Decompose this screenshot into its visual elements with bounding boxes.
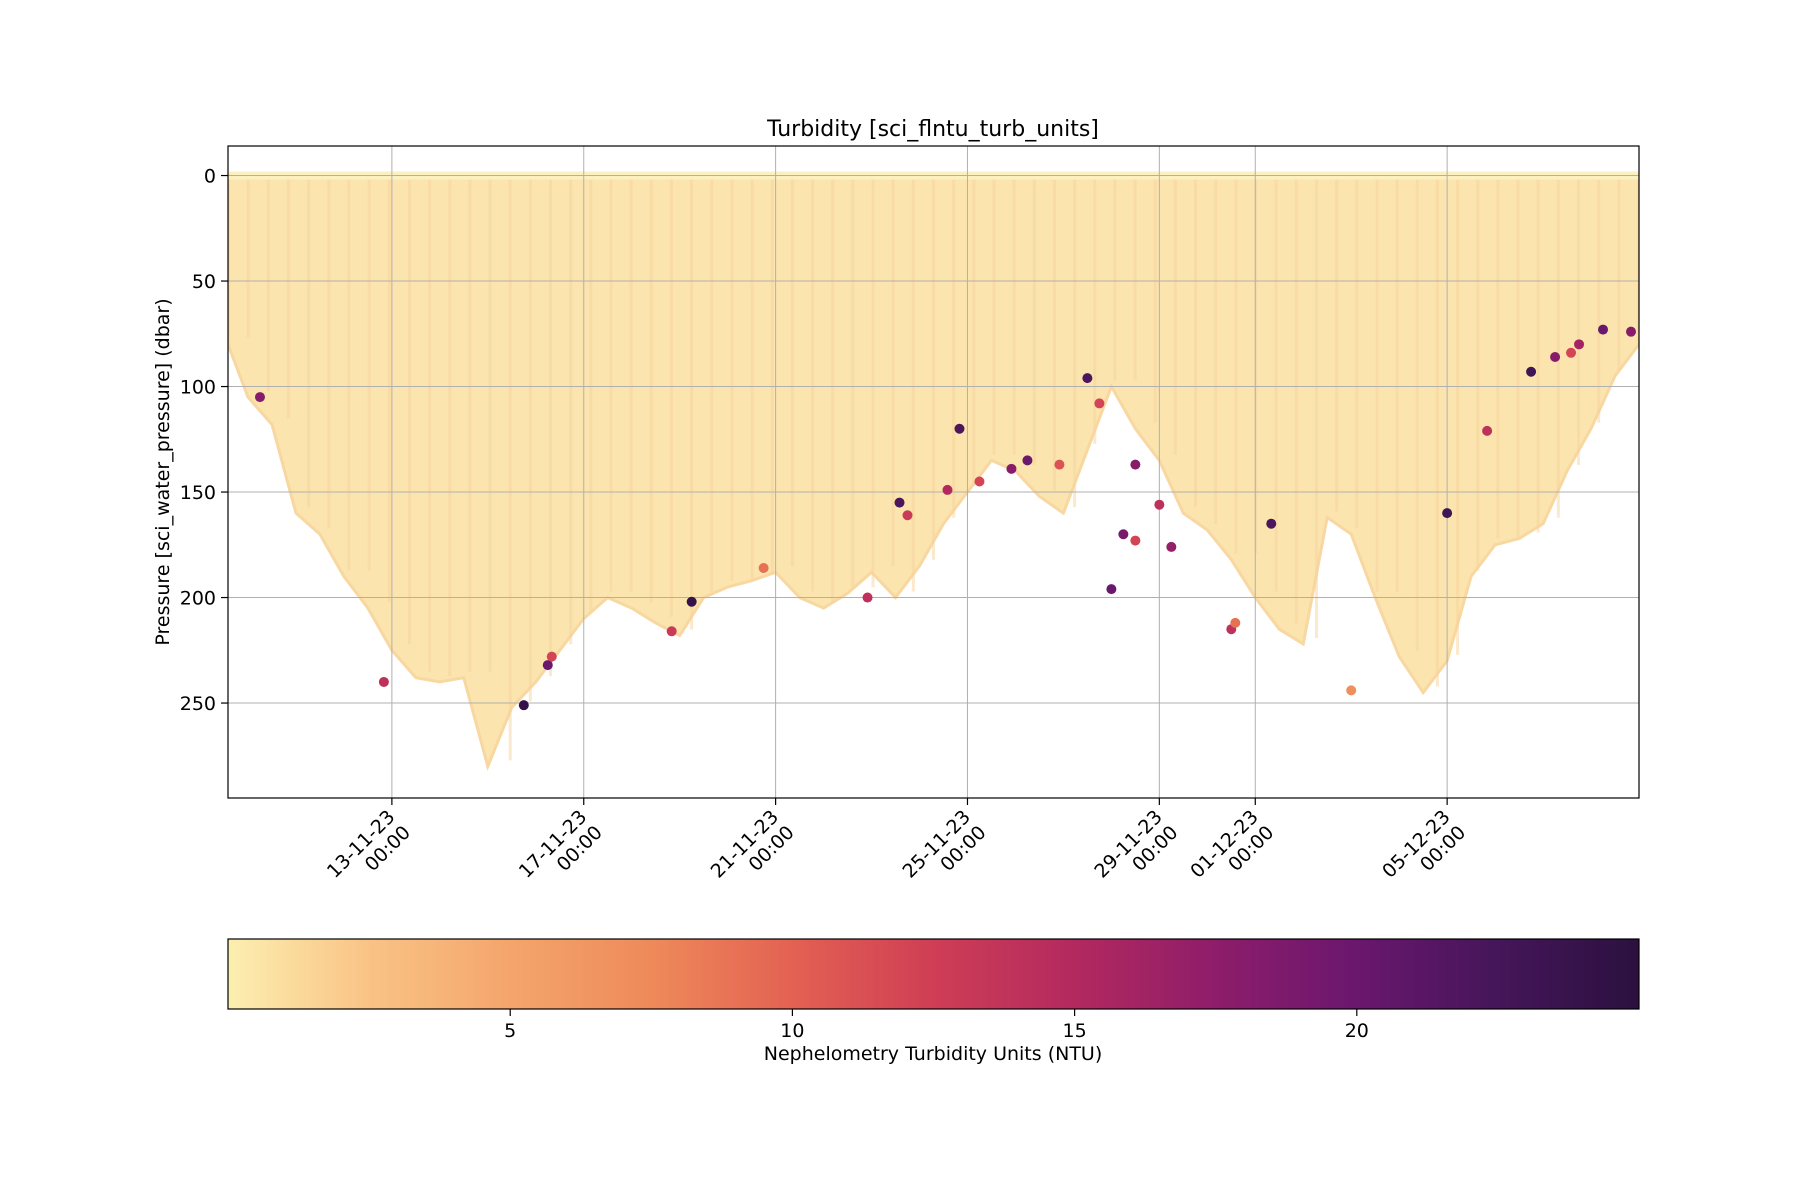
turbidity-point: [666, 626, 677, 637]
plot-area: [227, 145, 1640, 799]
turbidity-point: [1082, 373, 1093, 384]
colorbar: 5 10 15 20 Nephelometry Turbidity Units (NT…: [227, 938, 1640, 1065]
y-tick-label: 100: [180, 377, 216, 399]
turbidity-point: [1482, 425, 1493, 436]
colorbar-gradient: [227, 938, 1640, 1010]
turbidity-point: [518, 700, 529, 711]
y-tick-label: 50: [192, 271, 216, 293]
chart-title: Turbidity [sci_flntu_turb_units]: [766, 117, 1099, 142]
grid-layer: [228, 146, 1639, 798]
turbidity-point: [1006, 463, 1017, 474]
turbidity-point: [942, 484, 953, 495]
turbidity-point: [1346, 685, 1357, 696]
turbidity-point: [1598, 324, 1609, 335]
turbidity-point: [1094, 398, 1105, 409]
turbidity-point: [1054, 459, 1065, 470]
colorbar-tick-label: 5: [504, 1020, 516, 1042]
y-axis-label: Pressure [sci_water_pressure] (dbar): [152, 298, 174, 645]
colorbar-ticks: 5 10 15 20: [504, 1009, 1369, 1042]
colorbar-tick-label: 15: [1063, 1020, 1087, 1042]
turbidity-point: [894, 497, 905, 508]
y-tick-label: 250: [180, 693, 216, 715]
turbidity-point: [1130, 535, 1141, 546]
colorbar-tick-label: 20: [1345, 1020, 1369, 1042]
turbidity-point: [542, 660, 553, 671]
turbidity-point: [1442, 508, 1453, 519]
turbidity-point: [1022, 455, 1033, 466]
turbidity-point: [1526, 366, 1537, 377]
turbidity-point: [1566, 347, 1577, 358]
data-layer: [228, 171, 1639, 771]
outlier-layer: [254, 324, 1637, 711]
turbidity-point: [1626, 326, 1637, 337]
colorbar-label: Nephelometry Turbidity Units (NTU): [764, 1043, 1103, 1065]
turbidity-point: [254, 392, 265, 403]
turbidity-point: [1266, 518, 1277, 529]
y-axis: 0 50 100 150 200 250: [180, 166, 228, 715]
turbidity-point: [902, 510, 913, 521]
turbidity-point: [1130, 459, 1141, 470]
turbidity-point: [546, 651, 557, 662]
colorbar-tick-label: 10: [780, 1020, 804, 1042]
turbidity-point: [378, 676, 389, 687]
y-tick-label: 200: [180, 588, 216, 610]
turbidity-point: [1118, 529, 1129, 540]
turbidity-point: [1574, 339, 1585, 350]
turbidity-point: [1166, 541, 1177, 552]
y-tick-label: 0: [204, 166, 216, 188]
turbidity-point: [1106, 584, 1117, 595]
turbidity-point: [1550, 352, 1561, 363]
turbidity-point: [1230, 617, 1241, 628]
turbidity-point: [1154, 499, 1165, 510]
plot-frame: [227, 145, 1640, 799]
turbidity-point: [974, 476, 985, 487]
turbidity-point: [862, 592, 873, 603]
turbidity-point: [686, 596, 697, 607]
y-tick-label: 150: [180, 482, 216, 504]
turbidity-point: [954, 423, 965, 434]
turbidity-point: [758, 563, 769, 574]
